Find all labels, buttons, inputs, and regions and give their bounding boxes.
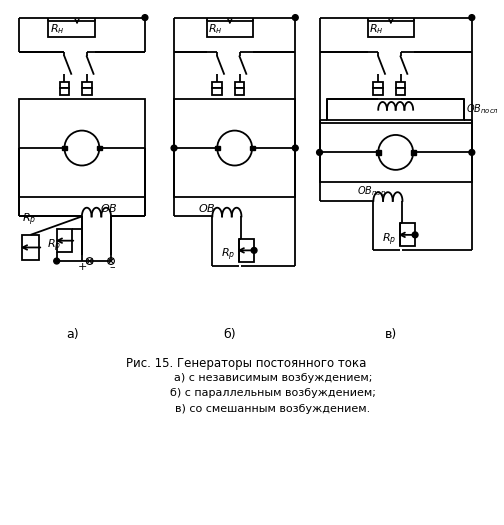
Bar xyxy=(19,99,145,197)
Text: $OB_{пар}$: $OB_{пар}$ xyxy=(357,185,386,199)
Bar xyxy=(373,88,383,95)
Circle shape xyxy=(378,135,413,170)
Bar xyxy=(235,81,244,88)
Text: –: – xyxy=(109,262,115,272)
Bar xyxy=(62,145,67,151)
Bar xyxy=(59,88,69,95)
Bar xyxy=(48,22,95,37)
Bar xyxy=(82,88,92,95)
Text: в): в) xyxy=(385,328,397,341)
Text: $R_н$: $R_н$ xyxy=(369,23,384,36)
Text: $R_р$: $R_р$ xyxy=(22,212,36,228)
Text: $R_н$: $R_н$ xyxy=(209,23,223,36)
Circle shape xyxy=(251,247,257,253)
Bar xyxy=(56,229,72,253)
Bar xyxy=(396,88,405,95)
Circle shape xyxy=(317,150,323,155)
Bar xyxy=(249,145,255,151)
Circle shape xyxy=(469,15,475,20)
Text: $OB$: $OB$ xyxy=(198,203,216,215)
Circle shape xyxy=(65,131,99,165)
Circle shape xyxy=(107,258,114,265)
Bar xyxy=(396,81,405,88)
Text: б) с параллельным возбуждением;: б) с параллельным возбуждением; xyxy=(170,388,376,398)
Bar xyxy=(373,81,383,88)
Bar xyxy=(22,235,39,260)
Text: Рис. 15. Генераторы постоянного тока: Рис. 15. Генераторы постоянного тока xyxy=(125,357,366,370)
Text: $OB_{посл}$: $OB_{посл}$ xyxy=(466,102,499,116)
Text: $R_р$: $R_р$ xyxy=(221,247,235,264)
Circle shape xyxy=(142,15,148,20)
Circle shape xyxy=(171,145,177,151)
Text: а) с независимым возбуждением;: а) с независимым возбуждением; xyxy=(174,373,372,383)
Bar xyxy=(212,81,222,88)
Circle shape xyxy=(292,15,298,20)
Bar xyxy=(327,99,464,120)
Circle shape xyxy=(292,145,298,151)
Bar xyxy=(376,150,381,155)
Text: $OB$: $OB$ xyxy=(100,203,118,215)
Bar xyxy=(82,81,92,88)
Text: б): б) xyxy=(223,328,236,341)
Bar xyxy=(215,145,220,151)
Bar xyxy=(400,223,415,247)
Text: в) со смешанным возбуждением.: в) со смешанным возбуждением. xyxy=(175,404,370,414)
Bar xyxy=(238,239,254,262)
Text: +: + xyxy=(78,262,88,272)
Bar xyxy=(367,22,414,37)
Text: $R_н$: $R_н$ xyxy=(50,23,65,36)
Circle shape xyxy=(469,150,475,155)
Text: $R_р$: $R_р$ xyxy=(47,237,61,254)
Circle shape xyxy=(54,258,59,264)
Text: а): а) xyxy=(66,328,79,341)
Bar xyxy=(59,81,69,88)
Bar xyxy=(207,22,253,37)
Bar xyxy=(411,150,416,155)
Bar xyxy=(212,88,222,95)
Circle shape xyxy=(86,258,93,265)
Bar xyxy=(235,88,244,95)
Bar xyxy=(320,123,472,182)
Circle shape xyxy=(217,131,252,165)
Text: $R_р$: $R_р$ xyxy=(382,232,397,248)
Bar xyxy=(97,145,102,151)
Bar xyxy=(174,99,295,197)
Circle shape xyxy=(412,232,418,238)
